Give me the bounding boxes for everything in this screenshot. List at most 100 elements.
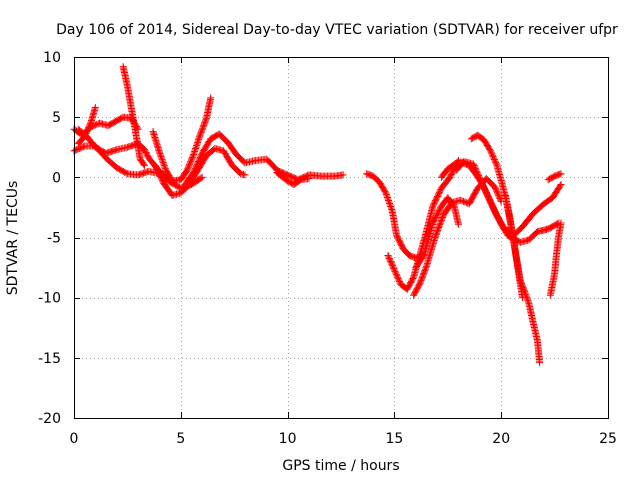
- data-point: [189, 152, 197, 160]
- data-point: [140, 160, 148, 168]
- data-point: [159, 157, 167, 165]
- y-tick-label: 5: [52, 110, 61, 126]
- data-point: [385, 254, 393, 262]
- axis-ticks: 0 5 10 15 20 25 -20 -15 -10 -5 0 5 10: [38, 50, 617, 447]
- series-pass-6: [149, 94, 215, 185]
- data-point: [490, 156, 498, 164]
- data-point: [488, 150, 496, 158]
- data-point: [487, 147, 495, 155]
- data-point: [388, 262, 396, 270]
- data-point: [155, 148, 163, 156]
- data-point: [457, 196, 465, 204]
- data-point: [385, 198, 393, 206]
- data-point: [491, 184, 499, 192]
- data-point: [388, 260, 396, 268]
- data-point: [556, 182, 564, 190]
- data-point: [91, 104, 99, 112]
- series-pass-17: [501, 191, 527, 302]
- series-pass-16: [467, 131, 544, 367]
- data-point: [392, 270, 400, 278]
- data-point: [386, 256, 394, 264]
- series-pass-18: [504, 181, 565, 239]
- data-point: [491, 183, 499, 191]
- data-point: [387, 204, 395, 212]
- data-point: [437, 218, 445, 226]
- data-point: [492, 158, 500, 166]
- data-point: [489, 203, 497, 211]
- data-point: [86, 121, 94, 129]
- data-point: [435, 222, 443, 230]
- data-point: [390, 266, 398, 274]
- data-point: [158, 156, 166, 164]
- data-point: [85, 124, 93, 132]
- x-tick-label: 10: [279, 431, 297, 447]
- data-point: [187, 156, 195, 164]
- data-point: [197, 174, 205, 182]
- data-point: [495, 192, 503, 200]
- data-point: [494, 190, 502, 198]
- data-point: [435, 223, 443, 231]
- data-point: [486, 197, 494, 205]
- data-point: [393, 272, 401, 280]
- data-point: [395, 276, 403, 284]
- data-point: [487, 198, 495, 206]
- data-point: [390, 265, 398, 273]
- data-point: [433, 229, 441, 237]
- data-point: [202, 116, 210, 124]
- data-point: [157, 153, 165, 161]
- data-point: [458, 197, 466, 205]
- data-point: [484, 193, 492, 201]
- x-tick-label: 15: [385, 431, 403, 447]
- data-point: [524, 297, 532, 305]
- data-point: [386, 200, 394, 208]
- y-axis-label: SDTVAR / TECUs: [5, 181, 21, 296]
- data-point: [391, 267, 399, 275]
- data-point: [490, 204, 498, 212]
- y-tick-label: -20: [38, 411, 61, 427]
- data-point: [188, 155, 196, 163]
- data-point: [422, 264, 430, 272]
- data-point: [84, 125, 92, 133]
- data-point: [383, 192, 391, 200]
- data-point: [492, 160, 500, 168]
- data-point: [158, 154, 166, 162]
- data-point: [207, 94, 215, 102]
- data-point: [161, 163, 169, 171]
- data-point: [382, 190, 390, 198]
- data-point: [485, 194, 493, 202]
- data-point: [383, 193, 391, 201]
- data-points: [70, 63, 565, 367]
- data-point: [184, 165, 192, 173]
- data-point: [434, 225, 442, 233]
- data-point: [387, 203, 395, 211]
- data-point: [557, 219, 565, 227]
- data-point: [184, 163, 192, 171]
- data-point: [140, 161, 148, 169]
- data-point: [434, 226, 442, 234]
- data-point: [461, 198, 469, 206]
- data-point: [432, 231, 440, 239]
- chart-title: Day 106 of 2014, Sidereal Day-to-day VTE…: [56, 22, 618, 38]
- data-point: [459, 197, 467, 205]
- data-point: [454, 220, 462, 228]
- data-point: [437, 216, 445, 224]
- data-point: [386, 201, 394, 209]
- data-point: [388, 206, 396, 214]
- data-point: [490, 154, 498, 162]
- data-point: [157, 151, 165, 159]
- data-point: [86, 119, 94, 127]
- x-tick-label: 20: [492, 431, 510, 447]
- data-point: [431, 234, 439, 241]
- data-point: [79, 143, 87, 151]
- data-point: [409, 275, 417, 283]
- series-pass-8: [181, 130, 347, 189]
- data-point: [493, 187, 501, 195]
- data-point: [489, 153, 497, 161]
- data-point: [188, 153, 196, 161]
- data-point: [387, 259, 395, 267]
- data-point: [186, 159, 194, 167]
- data-point: [433, 228, 441, 236]
- data-point: [156, 150, 164, 158]
- data-point: [519, 294, 527, 302]
